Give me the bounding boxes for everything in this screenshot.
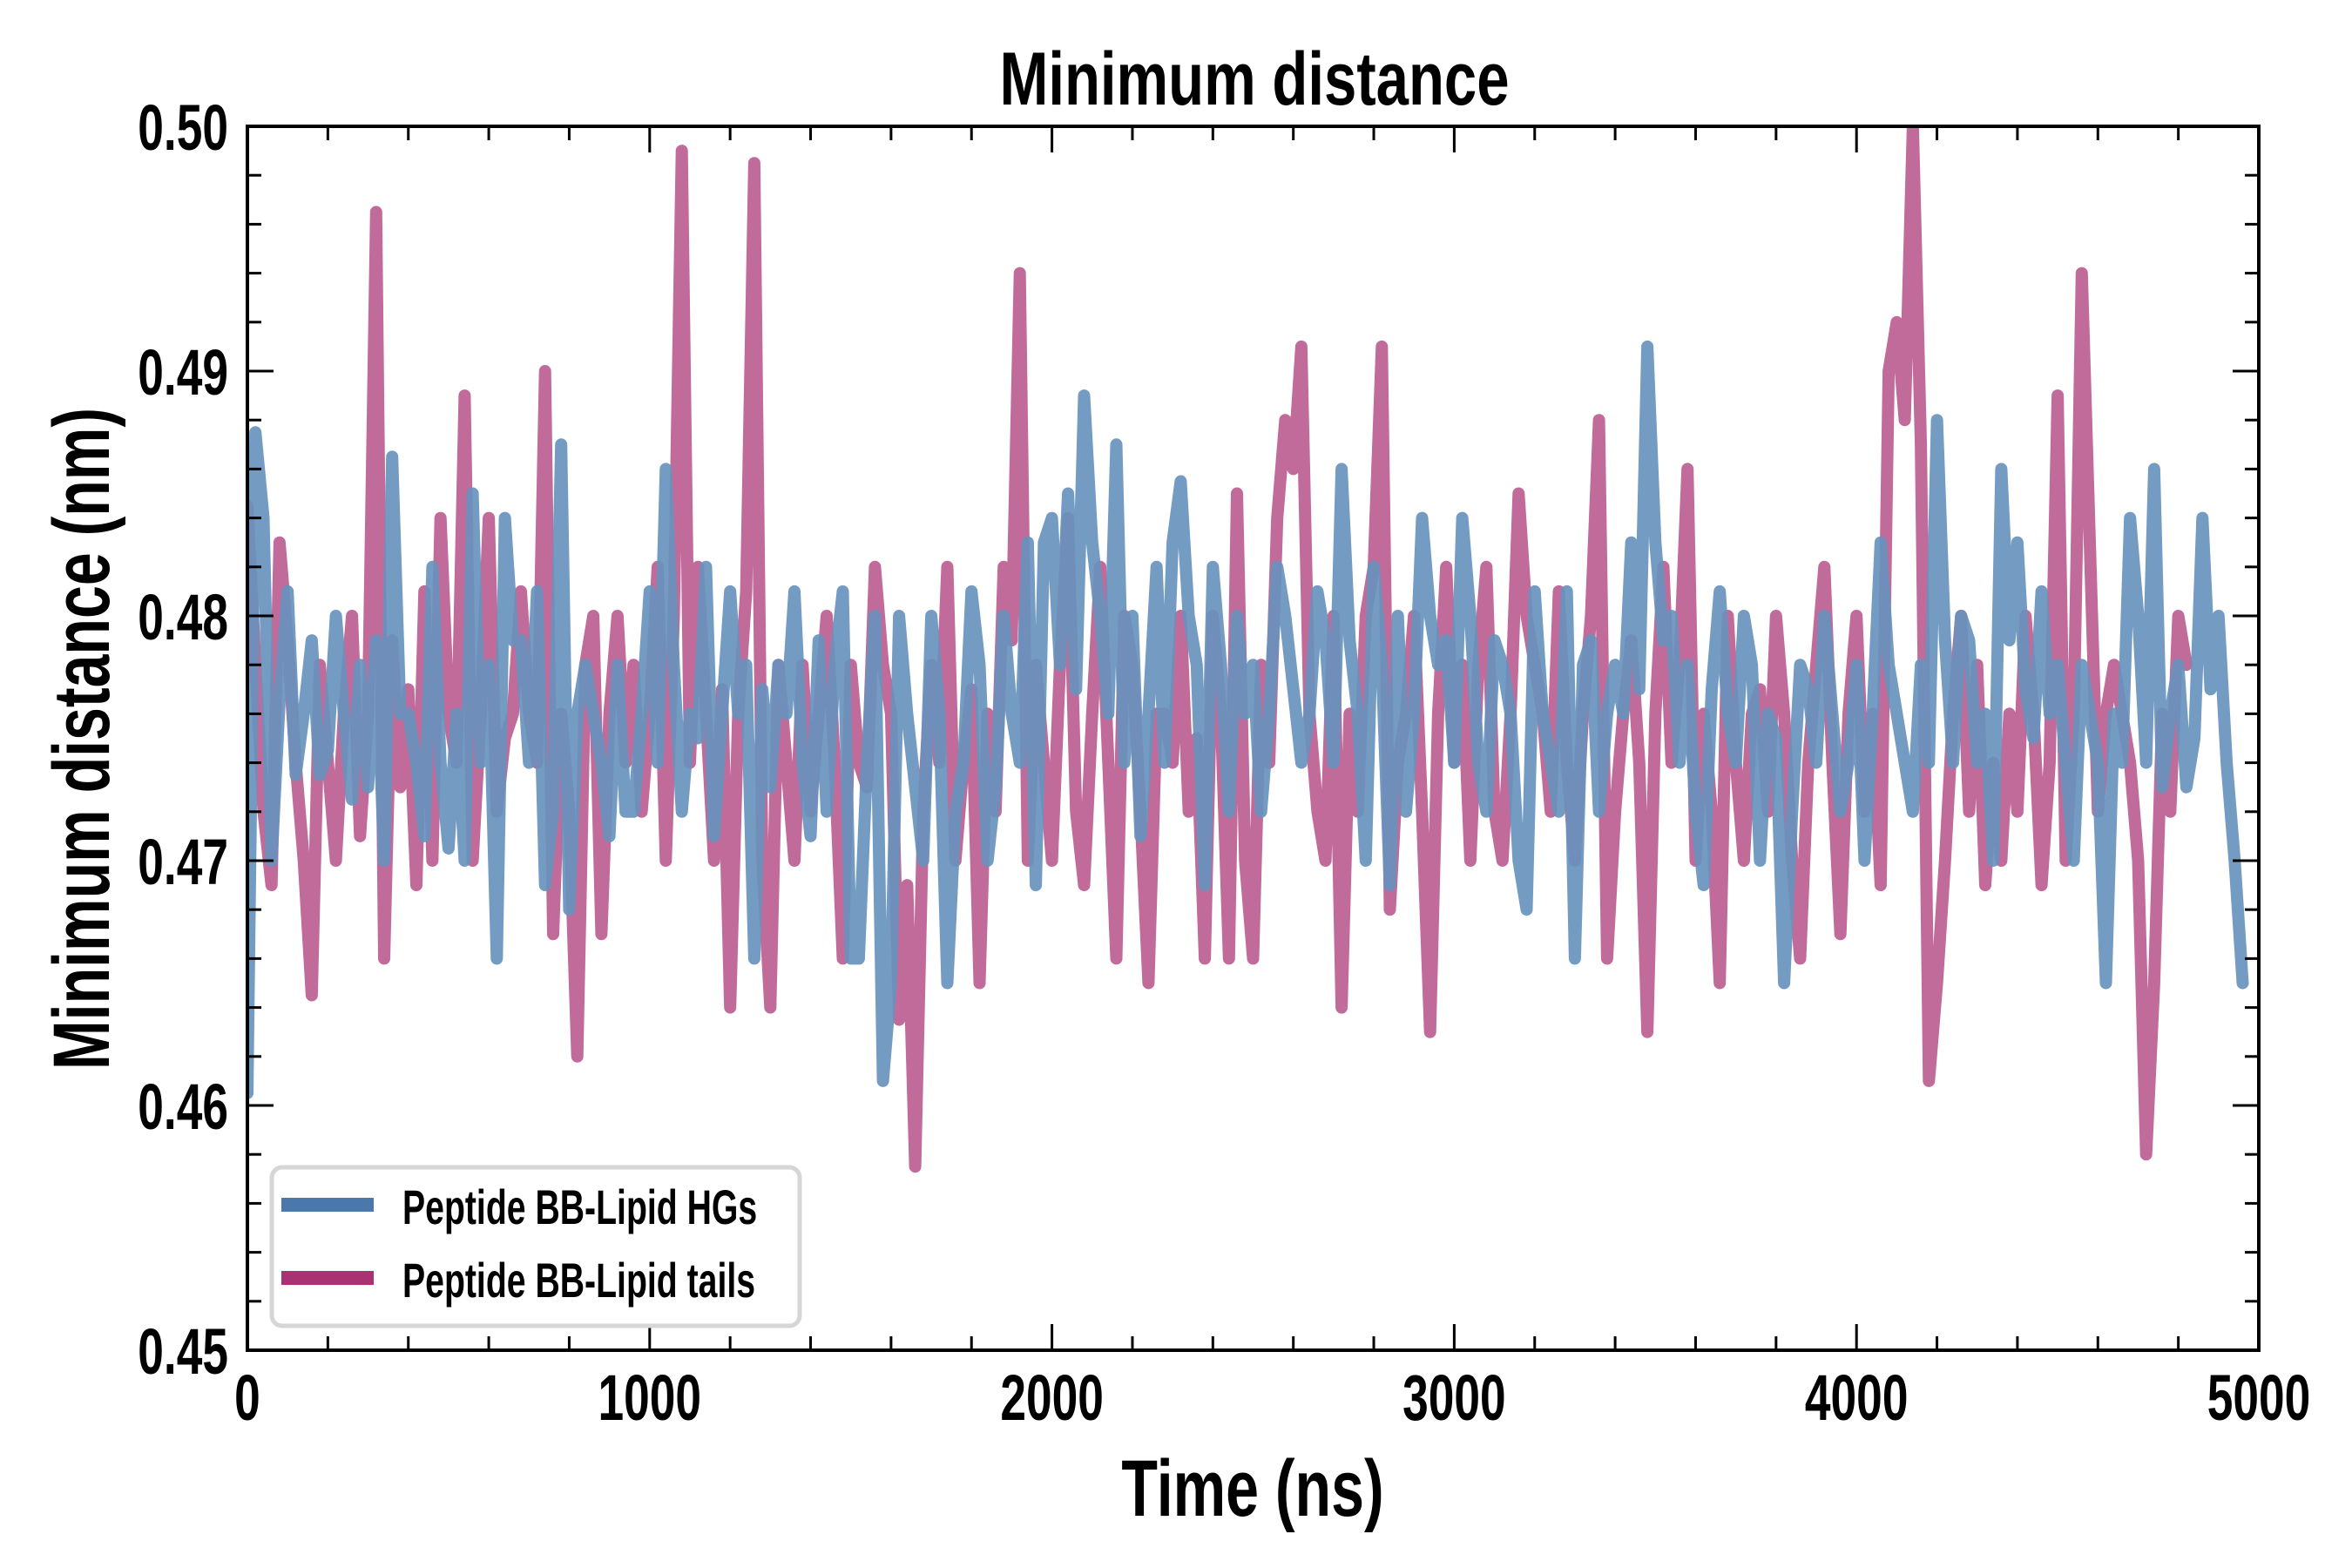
tick-labels-layer: 0 1000 2000 3000 4000 5000 0.45 0.46 0.47 0.48 0.4…	[138, 91, 2310, 1434]
series-layer	[247, 126, 2249, 1173]
x-tick-label: 3000	[1402, 1362, 1506, 1434]
series-line-hgs	[247, 340, 2249, 1099]
plot-frame	[246, 125, 2261, 1352]
legend-label-tails: Peptide BB-Lipid tails	[402, 1254, 755, 1308]
x-tick-label: 1000	[598, 1362, 702, 1434]
ticks-layer	[246, 125, 2261, 1352]
x-axis-label: Time (ns)	[1121, 1444, 1383, 1533]
y-tick-label: 0.45	[138, 1315, 228, 1388]
y-tick-label: 0.47	[138, 826, 228, 898]
y-axis-label: Minimum distance (nm)	[37, 408, 126, 1070]
y-tick-label: 0.50	[138, 91, 228, 164]
x-tick-label: 5000	[2207, 1362, 2311, 1434]
x-tick-label: 0	[234, 1362, 260, 1434]
chart-title: Minimum distance	[999, 37, 1509, 121]
legend-frame	[269, 1165, 802, 1328]
legend: Peptide BB-Lipid HGs Peptide BB-Lipid ta…	[269, 1165, 802, 1328]
x-tick-label: 2000	[1000, 1362, 1104, 1434]
y-tick-label: 0.49	[138, 336, 228, 409]
legend-label-hgs: Peptide BB-Lipid HGs	[402, 1180, 757, 1235]
x-tick-label: 4000	[1805, 1362, 1909, 1434]
y-tick-label: 0.48	[138, 581, 228, 653]
y-tick-label: 0.46	[138, 1071, 228, 1143]
